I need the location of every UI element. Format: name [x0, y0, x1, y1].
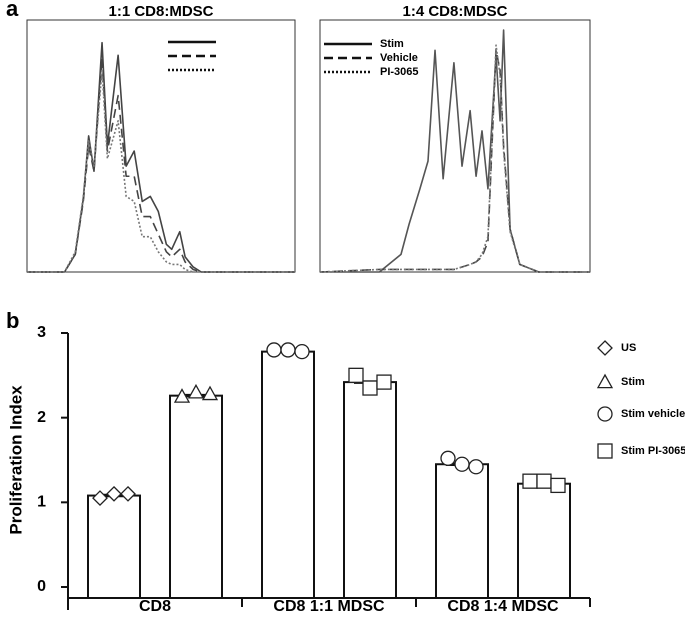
y-axis-label: Proliferation Index: [6, 385, 25, 535]
y-tick-label: 0: [37, 578, 46, 595]
bar: [87, 494, 141, 599]
legend-label: Stim: [621, 376, 645, 388]
data-point: [187, 383, 205, 399]
data-point: [468, 459, 484, 475]
data-point: [266, 342, 282, 358]
x-tick-label: CD8 1:1 MDSC: [273, 598, 385, 615]
legend-label: Vehicle: [380, 52, 418, 64]
legend-marker: [597, 340, 613, 356]
data-point: [280, 342, 296, 358]
data-point: [522, 473, 538, 489]
bar: [435, 463, 489, 599]
x-tick-label: CD8: [139, 598, 171, 615]
x-tick-label: CD8 1:4 MDSC: [447, 598, 559, 615]
y-tick-label: 3: [37, 324, 46, 341]
histogram-curve: [27, 69, 295, 273]
y-tick-label: 2: [37, 409, 46, 426]
bar: [261, 350, 315, 600]
data-point: [454, 456, 470, 472]
panel-label: b: [6, 308, 19, 333]
legend-label: Stim PI-3065: [621, 445, 685, 457]
legend-marker: [597, 406, 613, 422]
histogram-curve: [27, 56, 295, 273]
panel-label: a: [6, 0, 19, 21]
legend-label: Stim vehicle: [621, 408, 685, 420]
data-point: [92, 490, 108, 507]
histogram-curve: [320, 29, 590, 273]
data-point: [106, 485, 122, 502]
bar: [517, 482, 571, 599]
data-point: [536, 473, 552, 489]
data-point: [348, 367, 364, 383]
legend-label: PI-3065: [380, 66, 419, 78]
legend-marker: [597, 443, 613, 459]
bar: [343, 381, 397, 599]
histogram-curve: [27, 41, 295, 273]
bar: [169, 394, 223, 599]
data-point: [173, 388, 191, 403]
histogram-curve: [319, 44, 590, 273]
plot-frame: [26, 19, 296, 273]
y-tick-label: 1: [37, 494, 46, 511]
legend-label: Stim: [380, 38, 404, 50]
legend-marker: [596, 373, 614, 389]
panel-title: 1:4 CD8:MDSC: [402, 3, 507, 20]
data-point: [550, 477, 566, 494]
data-point: [201, 385, 219, 401]
data-point: [440, 450, 456, 466]
data-point: [294, 343, 310, 360]
legend-label: US: [621, 342, 636, 354]
panel-title: 1:1 CD8:MDSC: [108, 3, 213, 20]
data-point: [376, 374, 392, 390]
plot-frame: [319, 19, 591, 273]
data-point: [120, 485, 136, 502]
data-point: [362, 380, 378, 396]
